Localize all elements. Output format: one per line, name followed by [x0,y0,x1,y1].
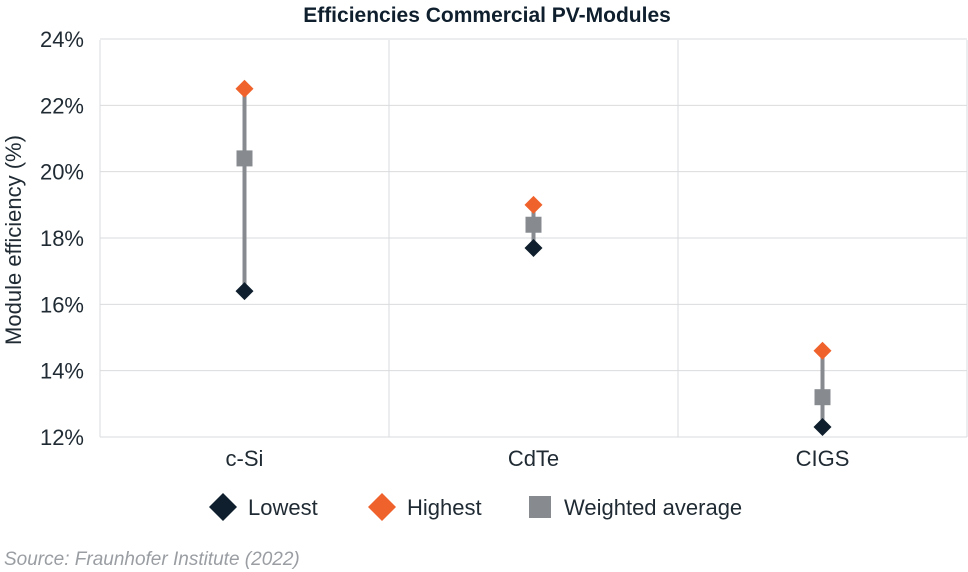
x-tick-label: c-Si [226,446,264,471]
weighted-average-marker [236,150,253,167]
weighted-average-marker [814,389,831,406]
legend-item: Highest [368,493,482,521]
y-tick-label: 12% [40,425,84,450]
x-axis-ticks: c-Si CdTe CIGS [226,446,850,471]
legend-lowest-swatch [209,493,237,521]
lowest-marker [813,418,832,437]
legend-label: Lowest [248,495,318,520]
y-axis-ticks: 12% 14% 16% 18% 20% 22% 24% [40,27,84,450]
y-tick-label: 22% [40,93,84,118]
y-tick-label: 24% [40,27,84,52]
lowest-marker [524,238,543,257]
lowest-marker [235,282,254,301]
x-tick-label: CIGS [796,446,850,471]
legend-item: Lowest [209,493,318,521]
y-tick-label: 20% [40,160,84,185]
legend-item: Weighted average [529,495,742,520]
chart-title: Efficiencies Commercial PV-Modules [303,4,671,27]
y-tick-label: 14% [40,359,84,384]
highest-marker [524,195,543,214]
highest-marker [813,341,832,360]
legend-weighted-average-swatch [529,496,551,518]
range-lines [242,88,825,428]
highest-marker [235,79,254,98]
legend-label: Weighted average [564,495,742,520]
weighted-average-marker [525,216,542,233]
source-note: Source: Fraunhofer Institute (2022) [4,549,300,570]
legend-label: Highest [407,495,482,520]
y-axis-label: Module efficiency (%) [1,135,26,345]
legend: Lowest Highest Weighted average [209,493,742,521]
y-tick-label: 16% [40,292,84,317]
x-tick-label: CdTe [508,446,559,471]
data-markers [235,79,832,437]
y-tick-label: 18% [40,226,84,251]
legend-highest-swatch [368,493,396,521]
